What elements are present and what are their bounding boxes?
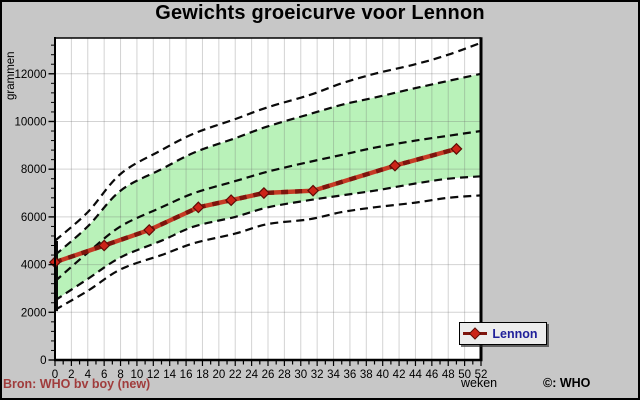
x-tick-label: 46 [425,369,438,381]
x-tick-label: 2 [68,369,74,381]
lennon-data-point [307,184,320,197]
y-tick-label: 12000 [15,69,47,81]
who-curve-median [54,129,482,283]
legend-box[interactable]: Lennon [459,322,547,345]
x-tick-label: 10 [131,369,144,381]
lennon-data-point [450,142,463,155]
reference-band [55,73,481,301]
x-tick-label: 8 [117,369,123,381]
x-axis: 0 2 4 6 8 10 12 14 16 18 20 22 24 26 28 30 32 34 36 38 40 42 4… [52,360,488,381]
x-tick-label: 16 [180,369,193,381]
gridlines [55,38,481,360]
y-tick-label: 8000 [21,164,47,176]
y-axis: 0 2000 4000 6000 8000 10000 12000 [15,44,55,367]
x-tick-label: 42 [393,369,406,381]
x-tick-label: 4 [85,369,92,381]
x-tick-label: 26 [262,369,275,381]
lennon-series [48,142,463,269]
y-tick-label: 10000 [15,116,47,128]
y-tick-label: 6000 [21,212,47,224]
who-curve-+3SD [54,41,482,242]
x-axis-title: weken [461,376,498,390]
who-curve--2SD [54,175,482,302]
who-curve--3SD [54,194,482,311]
x-tick-label: 44 [409,369,422,381]
x-tick-label: 40 [376,369,389,381]
x-tick-label: 12 [147,369,160,381]
y-axis-title: grammen [5,51,17,100]
lennon-data-point [192,201,205,214]
x-tick-label: 52 [475,369,488,381]
x-tick-label: 48 [442,369,455,381]
x-tick-label: 0 [52,369,58,381]
x-tick-label: 32 [311,369,324,381]
lennon-data-point [388,159,402,172]
x-tick-label: 20 [212,369,225,381]
y-tick-label: 0 [40,355,46,367]
x-tick-label: 18 [196,369,209,381]
x-tick-label: 34 [327,369,340,381]
legend-label: Lennon [492,326,538,341]
y-tick-label: 2000 [21,307,47,319]
source-note: Bron: WHO bv boy (new) [3,377,151,391]
x-tick-label: 38 [360,369,373,381]
x-tick-label: 24 [245,369,258,381]
x-tick-label: 36 [344,369,357,381]
x-tick-label: 28 [278,369,291,381]
lennon-series-marker-icon [463,327,487,340]
x-tick-label: 14 [163,369,176,381]
page-title: Gewichts groeicurve voor Lennon [155,2,485,24]
lennon-data-point [225,194,238,207]
who-curve-+2SD [54,72,482,256]
lennon-data-point [257,186,270,200]
x-tick-label: 6 [101,369,107,381]
plot-frame [54,37,483,362]
copyright-note: ©: WHO [543,376,591,390]
lennon-data-point [98,239,111,252]
x-tick-label: 30 [294,369,307,381]
lennon-data-point [143,223,156,237]
x-tick-label: 50 [458,369,471,381]
x-tick-label: 22 [229,369,242,381]
y-tick-label: 4000 [21,260,47,272]
